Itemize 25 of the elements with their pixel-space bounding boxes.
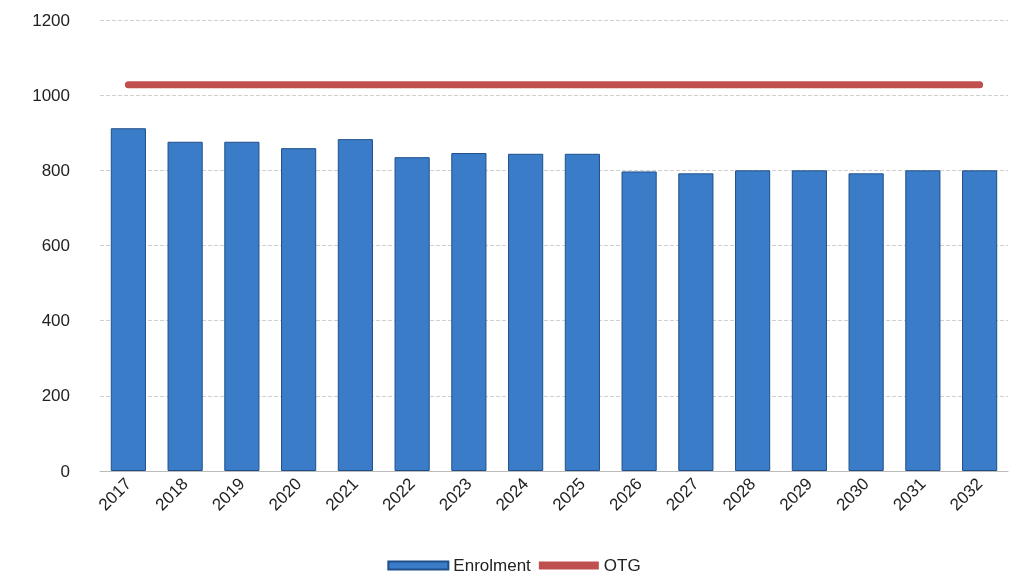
bar <box>451 153 487 471</box>
y-tick-label: 600 <box>41 236 70 255</box>
y-tick-label: 0 <box>60 461 70 481</box>
bar <box>394 157 430 471</box>
bar <box>848 173 884 471</box>
legend-label: Enrolment <box>453 556 532 575</box>
bar <box>167 141 203 471</box>
bar <box>281 148 317 471</box>
y-tick-label: 200 <box>41 386 70 406</box>
y-tick-label: 800 <box>41 160 70 180</box>
bar <box>735 170 771 471</box>
bar <box>905 170 941 471</box>
bar <box>224 141 260 471</box>
bar <box>508 153 544 471</box>
y-tick-label: 400 <box>41 311 70 331</box>
legend-label: OTG <box>603 556 641 575</box>
bar <box>962 170 998 471</box>
bar <box>110 128 146 471</box>
bar <box>337 139 373 471</box>
bar <box>564 153 600 471</box>
bar <box>791 170 827 471</box>
bar <box>621 171 657 471</box>
bar <box>678 173 714 471</box>
y-tick-label: 1000 <box>32 85 70 105</box>
y-tick-label: 1200 <box>32 10 70 30</box>
